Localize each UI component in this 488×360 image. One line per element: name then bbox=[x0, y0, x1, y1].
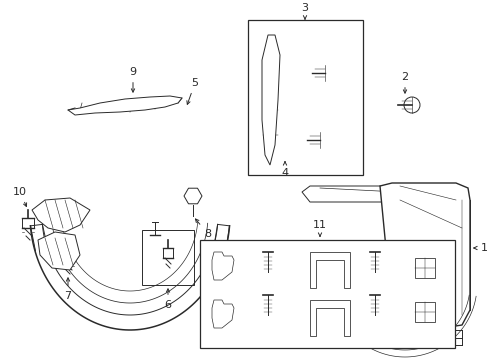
Text: 2: 2 bbox=[401, 72, 408, 93]
Text: 11: 11 bbox=[312, 220, 326, 236]
Polygon shape bbox=[309, 252, 349, 288]
Polygon shape bbox=[262, 35, 280, 165]
Bar bbox=[247, 20, 362, 175]
Bar bbox=[200, 240, 454, 348]
Polygon shape bbox=[309, 300, 349, 336]
Text: 1: 1 bbox=[473, 243, 487, 253]
Polygon shape bbox=[183, 188, 202, 204]
Polygon shape bbox=[212, 300, 234, 328]
Polygon shape bbox=[68, 96, 182, 115]
Polygon shape bbox=[379, 183, 469, 330]
Text: 7: 7 bbox=[64, 278, 71, 301]
Text: 3: 3 bbox=[301, 3, 308, 19]
Text: 10: 10 bbox=[13, 187, 27, 207]
Text: 4: 4 bbox=[281, 162, 288, 178]
Text: 6: 6 bbox=[164, 289, 171, 310]
Bar bbox=[142, 230, 194, 285]
Polygon shape bbox=[38, 232, 80, 270]
Text: 8: 8 bbox=[195, 219, 211, 239]
Polygon shape bbox=[302, 186, 399, 202]
Text: 9: 9 bbox=[129, 67, 136, 92]
Bar bbox=[414, 302, 434, 322]
Text: 5: 5 bbox=[186, 78, 198, 104]
Polygon shape bbox=[212, 252, 234, 280]
Bar bbox=[414, 258, 434, 278]
Polygon shape bbox=[32, 198, 90, 232]
